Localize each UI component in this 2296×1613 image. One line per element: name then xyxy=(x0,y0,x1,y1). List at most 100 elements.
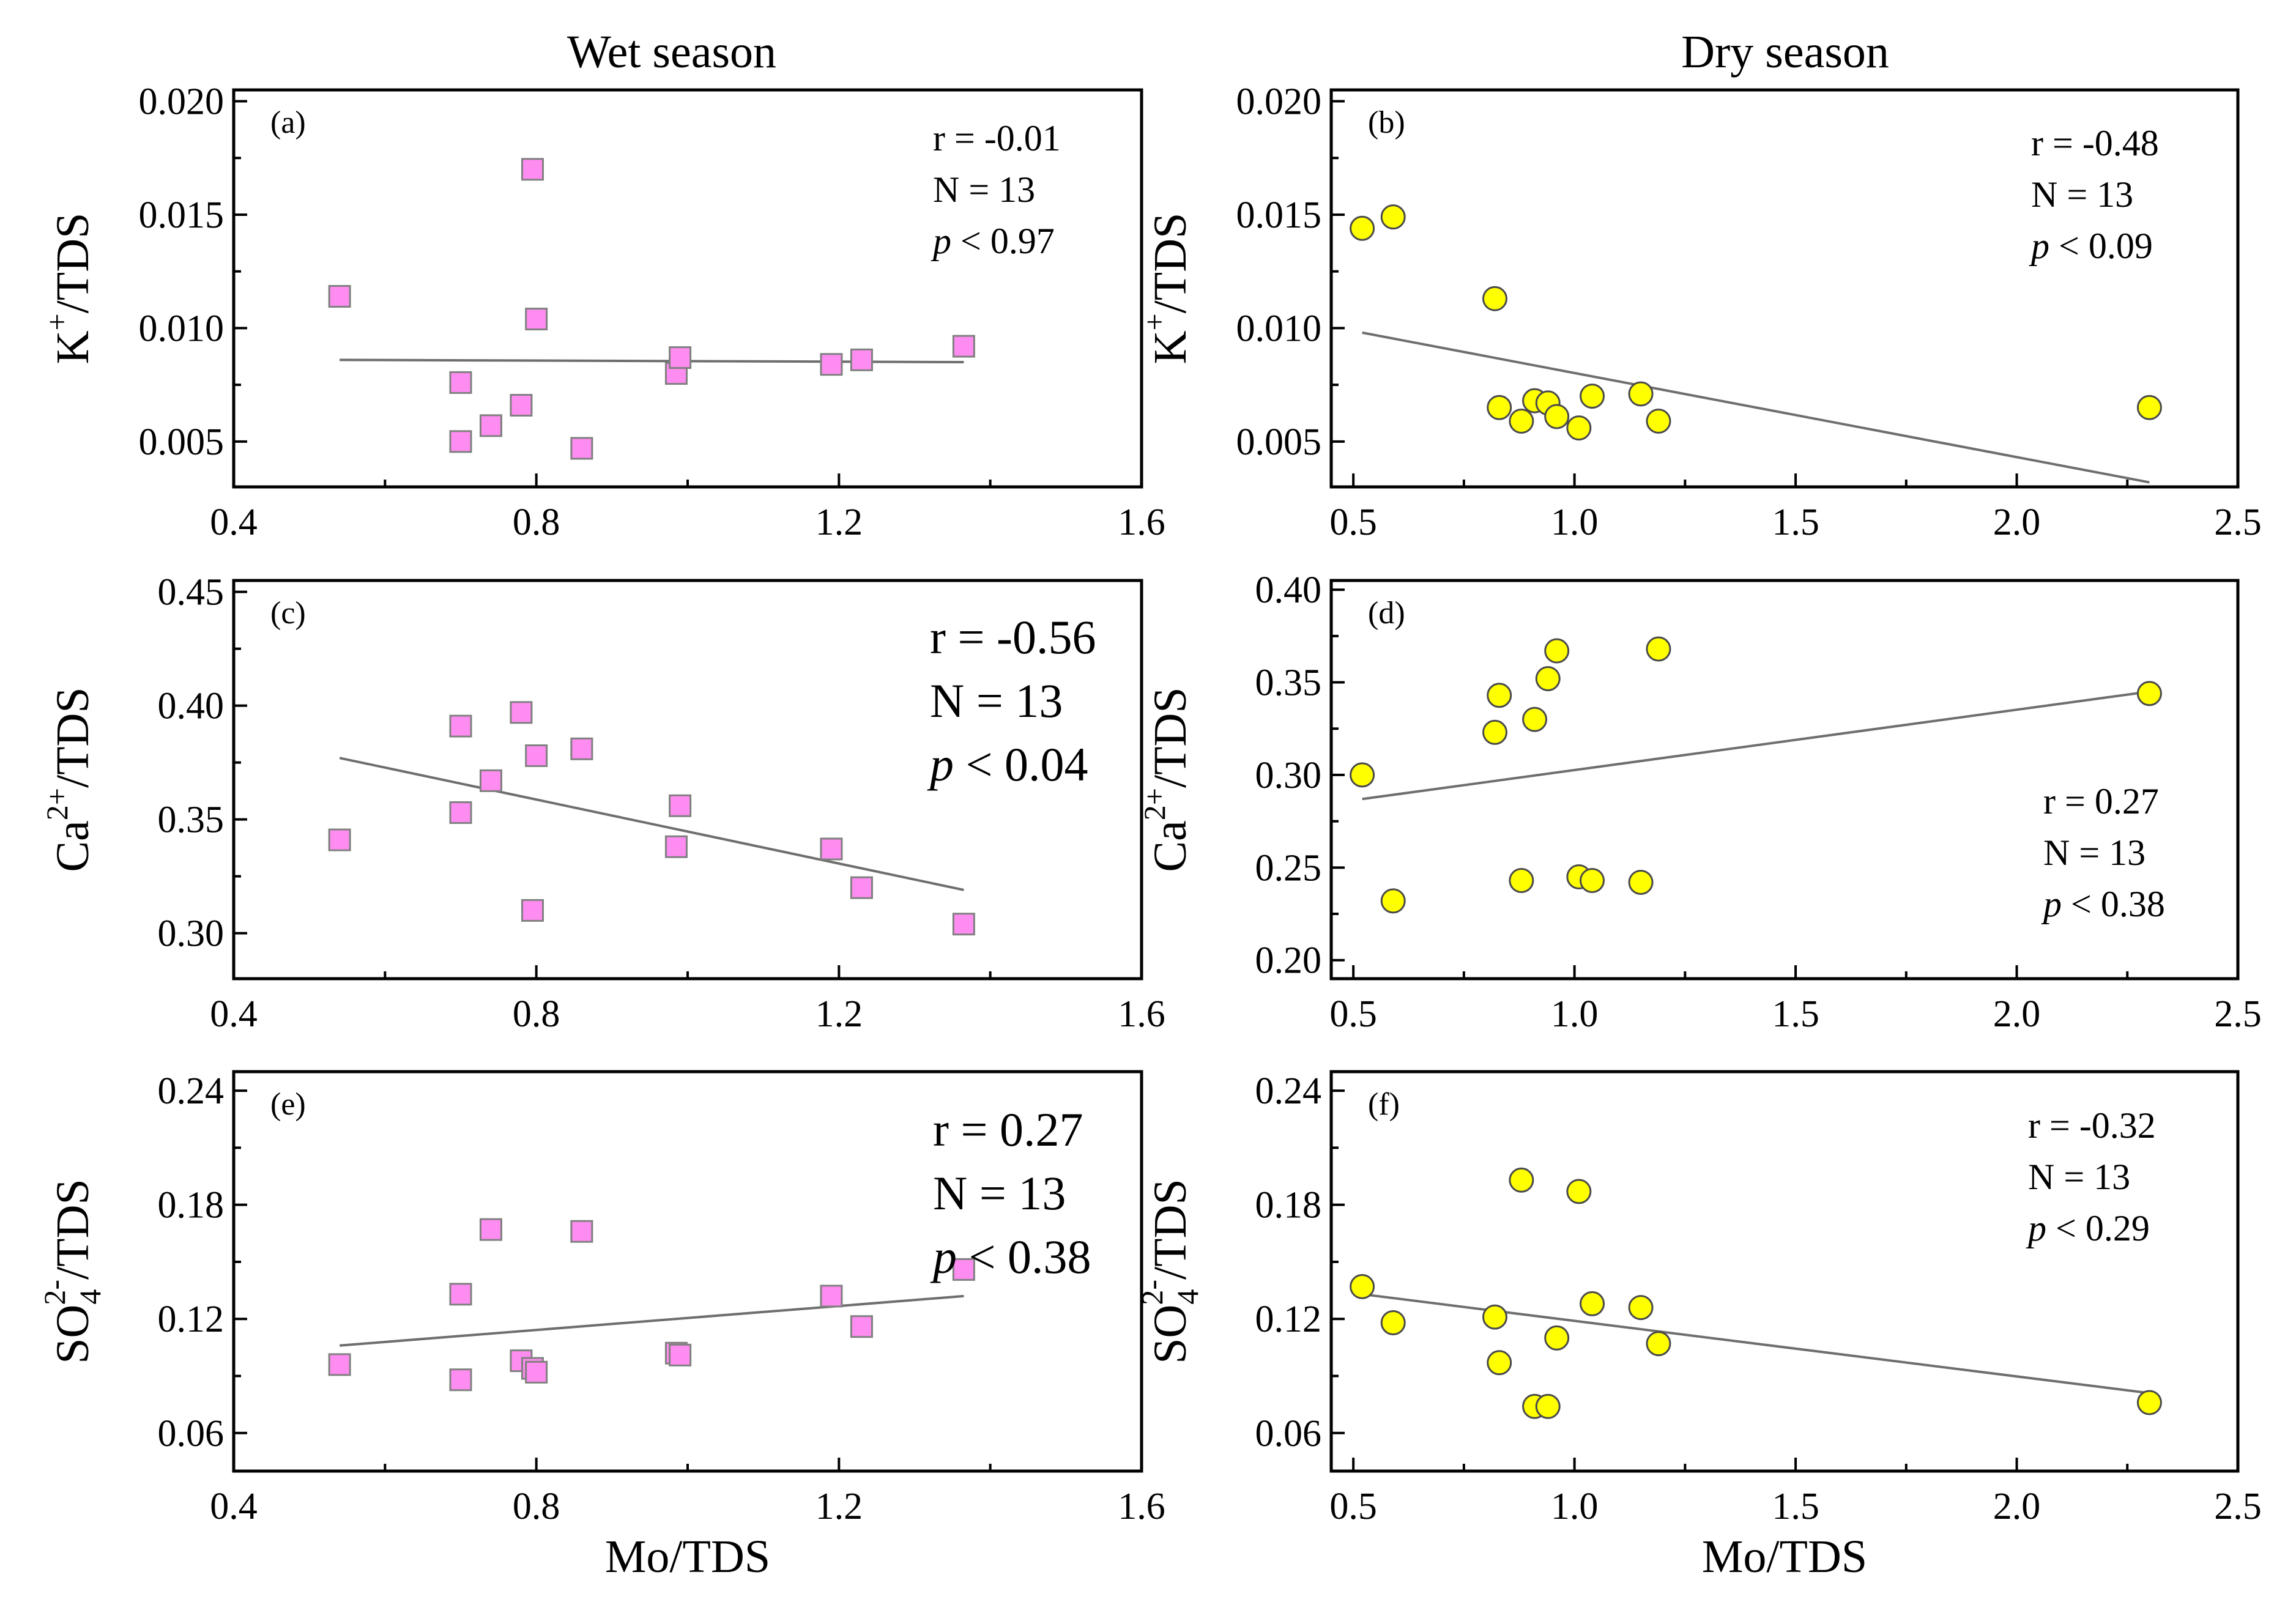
stat-p: p < 0.97 xyxy=(931,221,1055,261)
x-axis-title: Mo/TDS xyxy=(1702,1531,1867,1582)
x-tick-label: 1.2 xyxy=(815,502,863,543)
x-tick-label: 1.2 xyxy=(815,993,863,1035)
y-axis-title: Ca2+/TDS xyxy=(1137,687,1196,872)
data-point xyxy=(449,1368,472,1392)
stat-p: p < 0.09 xyxy=(2029,226,2153,266)
data-point xyxy=(1580,1291,1605,1316)
data-point xyxy=(449,801,472,824)
x-tick-label: 2.0 xyxy=(1993,993,2041,1035)
trend-line xyxy=(339,1294,964,1347)
data-point xyxy=(1580,868,1605,894)
data-point xyxy=(521,158,544,181)
data-point xyxy=(952,1258,975,1281)
data-point xyxy=(570,737,593,760)
stat-n: N = 13 xyxy=(933,169,1035,210)
data-point xyxy=(1646,1331,1671,1357)
data-point xyxy=(570,437,593,460)
x-tick-label: 0.4 xyxy=(210,1486,258,1527)
x-tick-label: 2.5 xyxy=(2214,502,2262,543)
data-point xyxy=(669,794,692,817)
y-tick-label: 0.30 xyxy=(1255,755,1322,796)
y-tick-label: 0.020 xyxy=(139,81,225,123)
stat-r: r = -0.56 xyxy=(930,610,1096,664)
stat-n: N = 13 xyxy=(2031,174,2133,215)
data-point xyxy=(1628,381,1654,407)
y-tick-label: 0.45 xyxy=(158,572,225,614)
data-point xyxy=(479,1218,502,1241)
data-point xyxy=(850,348,873,371)
data-point xyxy=(1566,415,1592,441)
y-tick-label: 0.005 xyxy=(139,421,225,463)
stat-r: r = -0.32 xyxy=(2028,1105,2156,1146)
data-point xyxy=(820,353,843,376)
trend-line xyxy=(1362,331,2150,484)
y-tick-label: 0.06 xyxy=(1255,1413,1322,1455)
y-tick-label: 0.06 xyxy=(158,1413,225,1455)
panel-label: (a) xyxy=(270,105,306,140)
y-tick-label: 0.25 xyxy=(1255,847,1322,889)
data-point xyxy=(1628,870,1654,895)
data-point xyxy=(1535,666,1561,691)
stat-n: N = 13 xyxy=(930,674,1063,727)
y-tick-label: 0.015 xyxy=(139,195,225,236)
panel-label: (f) xyxy=(1368,1087,1400,1122)
data-point xyxy=(2136,681,2162,706)
y-axis-title: SO42-/TDS xyxy=(37,1179,107,1364)
x-tick-label: 2.5 xyxy=(2214,993,2262,1035)
panel-e: 0.4 0.8 1.2 1.6 0.06 0.12 0.18 0.24 SO42-/TDS Mo/… xyxy=(37,1070,1165,1582)
data-point xyxy=(664,835,688,858)
x-tick-label: 1.2 xyxy=(815,1486,863,1527)
data-point xyxy=(1350,1274,1375,1299)
data-point xyxy=(1509,868,1534,894)
data-point xyxy=(1487,395,1512,420)
data-point xyxy=(1628,1295,1654,1321)
x-tick-label: 2.0 xyxy=(1993,1486,2041,1527)
data-point xyxy=(850,1315,873,1338)
panel-label: (e) xyxy=(270,1087,306,1122)
y-axis-title: K+/TDS xyxy=(40,213,98,365)
y-axis-title: K+/TDS xyxy=(1137,213,1196,365)
x-axis-title: Mo/TDS xyxy=(605,1531,770,1582)
x-tick-label: 1.0 xyxy=(1551,502,1599,543)
data-point xyxy=(2136,1390,2162,1415)
data-point xyxy=(449,371,472,394)
data-point xyxy=(820,1285,843,1308)
y-tick-label: 0.010 xyxy=(1236,308,1322,349)
data-point xyxy=(1544,638,1570,664)
data-point xyxy=(1544,404,1570,429)
x-tick-label: 0.8 xyxy=(513,993,560,1035)
stat-n: N = 13 xyxy=(2028,1157,2130,1197)
dry-season-title: Dry season xyxy=(1681,26,1889,78)
plot-frame xyxy=(1329,88,2240,489)
y-tick-label: 0.18 xyxy=(1255,1185,1322,1226)
data-point xyxy=(479,414,502,437)
trend-line xyxy=(1362,1292,2150,1395)
data-point xyxy=(525,308,548,331)
stat-p: p < 0.38 xyxy=(930,1230,1091,1283)
x-tick-label: 0.5 xyxy=(1329,1486,1377,1527)
y-tick-label: 0.40 xyxy=(158,686,225,727)
y-tick-label: 0.30 xyxy=(158,913,225,955)
data-point xyxy=(1544,1325,1570,1351)
trend-line xyxy=(1362,690,2150,801)
panel-a: 0.4 0.8 1.2 1.6 0.005 0.010 0.015 0.020 K+/TDS (a… xyxy=(40,81,1165,543)
data-point xyxy=(1646,636,1671,662)
data-point xyxy=(328,1353,351,1376)
y-tick-label: 0.40 xyxy=(1255,569,1322,611)
data-point xyxy=(820,837,843,861)
y-tick-label: 0.12 xyxy=(158,1299,225,1340)
y-tick-label: 0.020 xyxy=(1236,81,1322,123)
x-tick-label: 1.6 xyxy=(1118,1486,1165,1527)
data-point xyxy=(669,1343,692,1366)
panel-b: 0.5 1.0 1.5 2.0 2.5 0.005 0.010 0.015 0.020 K+/TD… xyxy=(1137,81,2262,543)
data-point xyxy=(1580,384,1605,409)
data-point xyxy=(525,744,548,767)
y-tick-label: 0.12 xyxy=(1255,1299,1322,1340)
stat-r: r = -0.48 xyxy=(2031,123,2159,163)
y-axis-title: Ca2+/TDS xyxy=(40,687,98,872)
stat-n: N = 13 xyxy=(2043,832,2146,873)
data-point xyxy=(1509,1167,1534,1193)
x-tick-label: 0.4 xyxy=(210,993,258,1035)
data-point xyxy=(328,828,351,851)
